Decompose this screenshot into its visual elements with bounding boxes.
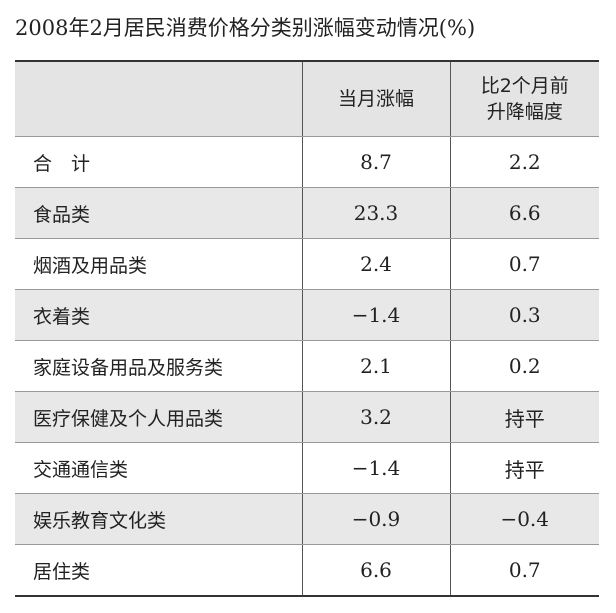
table-body: 合 计 8.7 2.2 食品类 23.3 6.6 烟酒及用品类 2.4 0.7 衣着类 −1.4 0.… [15,136,599,597]
value-cell: 0.7 [449,544,599,597]
value-cell: 3.2 [301,391,451,443]
category-cell: 烟酒及用品类 [15,238,303,290]
table-row: 烟酒及用品类 2.4 0.7 [15,238,599,290]
value-cell: 0.2 [449,340,599,392]
column-header [15,61,303,137]
category-cell: 医疗保健及个人用品类 [15,391,303,443]
value-cell: 2.2 [449,136,599,188]
value-cell: 0.3 [449,289,599,341]
table-row: 合 计 8.7 2.2 [15,136,599,188]
table-title: 2008年2月居民消费价格分类别涨幅变动情况(%) [15,16,476,40]
category-cell: 家庭设备用品及服务类 [15,340,303,392]
data-table: 当月涨幅 比2个月前 升降幅度 合 计 8.7 2.2 食品类 23.3 6.6 烟酒及用品类… [15,60,599,597]
category-cell: 衣着类 [15,289,303,341]
value-cell: 持平 [449,391,599,443]
table-row: 衣着类 −1.4 0.3 [15,289,599,341]
category-cell: 食品类 [15,187,303,239]
value-cell: 8.7 [301,136,451,188]
table-row: 医疗保健及个人用品类 3.2 持平 [15,391,599,443]
category-cell: 合 计 [15,136,303,188]
category-cell: 娱乐教育文化类 [15,493,303,545]
table-row: 食品类 23.3 6.6 [15,187,599,239]
value-cell: −0.4 [449,493,599,545]
value-cell: 23.3 [301,187,451,239]
value-cell: −1.4 [301,442,451,494]
value-cell: 2.1 [301,340,451,392]
value-cell: 6.6 [449,187,599,239]
value-cell: 6.6 [301,544,451,597]
table-row: 居住类 6.6 0.7 [15,544,599,597]
column-header: 比2个月前 升降幅度 [449,61,599,137]
value-cell: 0.7 [449,238,599,290]
table-row: 家庭设备用品及服务类 2.1 0.2 [15,340,599,392]
value-cell: 2.4 [301,238,451,290]
table-row: 娱乐教育文化类 −0.9 −0.4 [15,493,599,545]
value-cell: 持平 [449,442,599,494]
category-cell: 交通通信类 [15,442,303,494]
category-cell: 居住类 [15,544,303,597]
header-row: 当月涨幅 比2个月前 升降幅度 [15,61,599,137]
column-header: 当月涨幅 [301,61,451,137]
value-cell: −1.4 [301,289,451,341]
value-cell: −0.9 [301,493,451,545]
table-row: 交通通信类 −1.4 持平 [15,442,599,494]
